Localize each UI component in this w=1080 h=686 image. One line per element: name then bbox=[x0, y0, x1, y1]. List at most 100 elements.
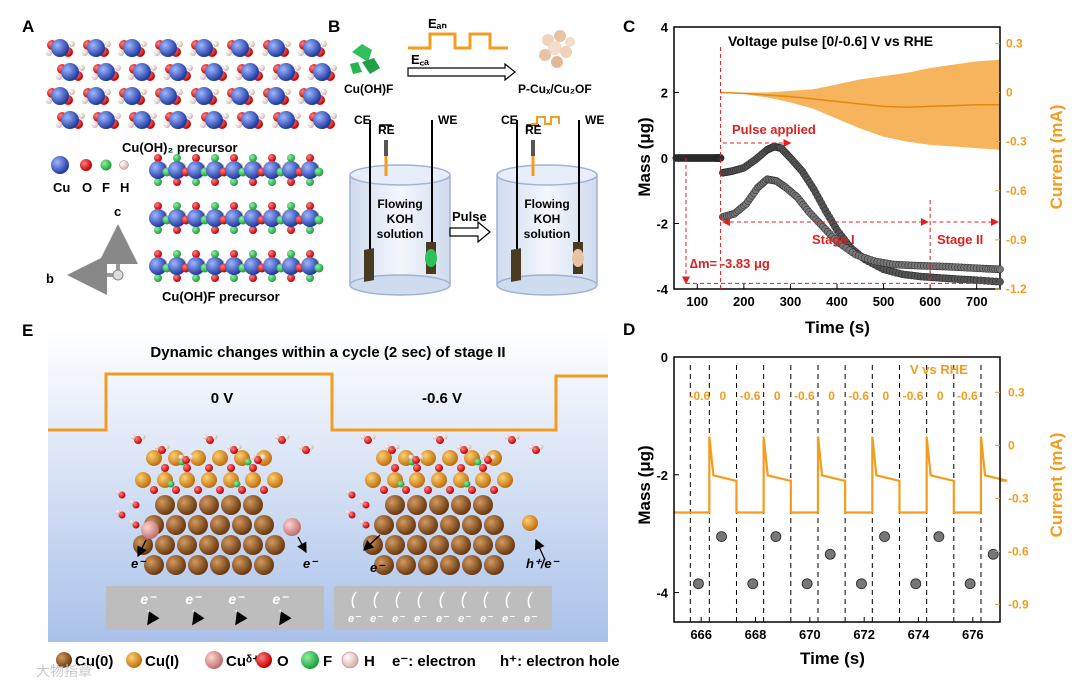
surface-atom bbox=[173, 154, 181, 162]
y-tick-label: 0 bbox=[661, 350, 668, 365]
cu-atom bbox=[206, 257, 224, 275]
h-atom bbox=[177, 89, 183, 95]
mass-point bbox=[856, 578, 867, 590]
legend-electron-label: e⁻: electron bbox=[392, 653, 476, 670]
water-h bbox=[490, 454, 496, 460]
surface-atom bbox=[154, 202, 162, 210]
o-atom bbox=[216, 486, 224, 494]
cu-atom bbox=[277, 63, 295, 81]
cu-atom bbox=[277, 111, 295, 129]
surface-atom bbox=[268, 154, 276, 162]
panel-e-title: Dynamic changes within a cycle (2 sec) o… bbox=[150, 344, 505, 361]
h-atom bbox=[295, 113, 301, 119]
surface-atom bbox=[306, 202, 314, 210]
y2-tick-label: -0.6 bbox=[1008, 544, 1029, 558]
we-label: WE bbox=[438, 113, 457, 127]
legend-cu1-label: Cu(I) bbox=[145, 653, 179, 670]
chart-d: Time (s) Mass (μg) Current (mA) -0.6 0 -0.… bbox=[635, 350, 1066, 668]
cu0-atom bbox=[177, 495, 197, 515]
surface-atom bbox=[268, 202, 276, 210]
electron-right-a: e⁻ bbox=[370, 560, 386, 575]
cu0-atom bbox=[396, 555, 416, 575]
y-tick-label: 4 bbox=[661, 20, 669, 35]
water-h bbox=[538, 444, 544, 450]
cu-atom bbox=[51, 39, 69, 57]
electron-up-arrow bbox=[439, 591, 445, 609]
chart-c: Voltage pulse [0/-0.6] V vs RHE Time (s)… bbox=[635, 20, 1066, 337]
water-h bbox=[236, 444, 242, 450]
surface-atom bbox=[192, 250, 200, 258]
cu-atom bbox=[263, 209, 281, 227]
o-atom bbox=[391, 464, 399, 472]
product-label: P-Cuₓ/Cu₂OF bbox=[518, 82, 592, 96]
h-atom bbox=[190, 50, 196, 56]
mass-point bbox=[824, 548, 836, 560]
water-h bbox=[154, 444, 160, 450]
cu1-atom bbox=[245, 472, 261, 488]
cu1-atom bbox=[442, 450, 458, 466]
h-atom bbox=[82, 98, 88, 104]
h-atom bbox=[331, 113, 337, 119]
water-h bbox=[129, 499, 135, 505]
y2-tick-label: 0.3 bbox=[1008, 385, 1025, 399]
water-h bbox=[284, 434, 290, 440]
surface-atom bbox=[230, 178, 238, 186]
surface-atom bbox=[287, 274, 295, 282]
legend-h-atom-e bbox=[341, 651, 359, 669]
h-atom bbox=[331, 65, 337, 71]
cu-atom bbox=[159, 39, 177, 57]
cu-ohf-label: Cu(OH)F bbox=[344, 82, 393, 96]
legend-h-label-e: H bbox=[364, 653, 375, 670]
cu-atom bbox=[123, 39, 141, 57]
electron-flow: e⁻ e⁻ e⁻ e⁻ e⁻ e⁻ e⁻ e⁻ e⁻ e⁻ e⁻ e⁻ e⁻ bbox=[140, 591, 537, 626]
cu-atom bbox=[231, 87, 249, 105]
surface-atom bbox=[287, 226, 295, 234]
cu-atom bbox=[225, 161, 243, 179]
y2-tick-label: -0.3 bbox=[1008, 491, 1029, 505]
cu-oh2-lattice bbox=[46, 39, 337, 129]
electron-arrow bbox=[137, 539, 147, 558]
y-tick-label: -4 bbox=[656, 586, 668, 601]
water-h bbox=[360, 434, 366, 440]
annotation-pulse-applied: Pulse applied bbox=[732, 122, 816, 137]
electron-symbol: e⁻ bbox=[392, 613, 405, 625]
surface-atom bbox=[268, 226, 276, 234]
cu0-atom bbox=[210, 555, 230, 575]
legend-o-label: O bbox=[82, 180, 92, 195]
h-atom bbox=[151, 65, 157, 71]
cu0-atom bbox=[418, 515, 438, 535]
f-atom bbox=[397, 480, 405, 488]
cu-atom bbox=[225, 257, 243, 275]
electron-symbol: e⁻ bbox=[348, 613, 361, 625]
water-h bbox=[115, 489, 121, 495]
x-tick-label: 200 bbox=[733, 294, 755, 309]
mass-point bbox=[693, 578, 704, 590]
water-h bbox=[359, 499, 365, 505]
cu0-atom bbox=[265, 535, 285, 555]
electron-up-arrow bbox=[461, 591, 467, 609]
f-atom bbox=[233, 480, 241, 488]
cu1-atom bbox=[201, 472, 217, 488]
h-atom bbox=[213, 41, 219, 47]
y-tick-label: -4 bbox=[656, 282, 668, 297]
cu0-atom bbox=[144, 555, 164, 575]
cu-atom bbox=[244, 161, 262, 179]
precursor-crystals-icon bbox=[350, 44, 380, 74]
h-atom bbox=[295, 65, 301, 71]
water-h bbox=[202, 434, 208, 440]
cu0-atom bbox=[232, 515, 252, 535]
cu0-atom bbox=[155, 535, 175, 555]
cluster-at-minus-0.6v bbox=[345, 434, 546, 575]
electron-symbol: e⁻ bbox=[524, 613, 537, 625]
surface-atom bbox=[287, 250, 295, 258]
water-o bbox=[460, 446, 468, 454]
cu-atom bbox=[51, 87, 69, 105]
re-label: RE bbox=[525, 123, 542, 137]
cu-atom bbox=[313, 63, 331, 81]
surface-atom bbox=[154, 226, 162, 234]
cu0-atom bbox=[407, 535, 427, 555]
chart-d-xlabel: Time (s) bbox=[800, 649, 865, 668]
h-atom bbox=[223, 113, 229, 119]
water-o bbox=[132, 521, 140, 529]
